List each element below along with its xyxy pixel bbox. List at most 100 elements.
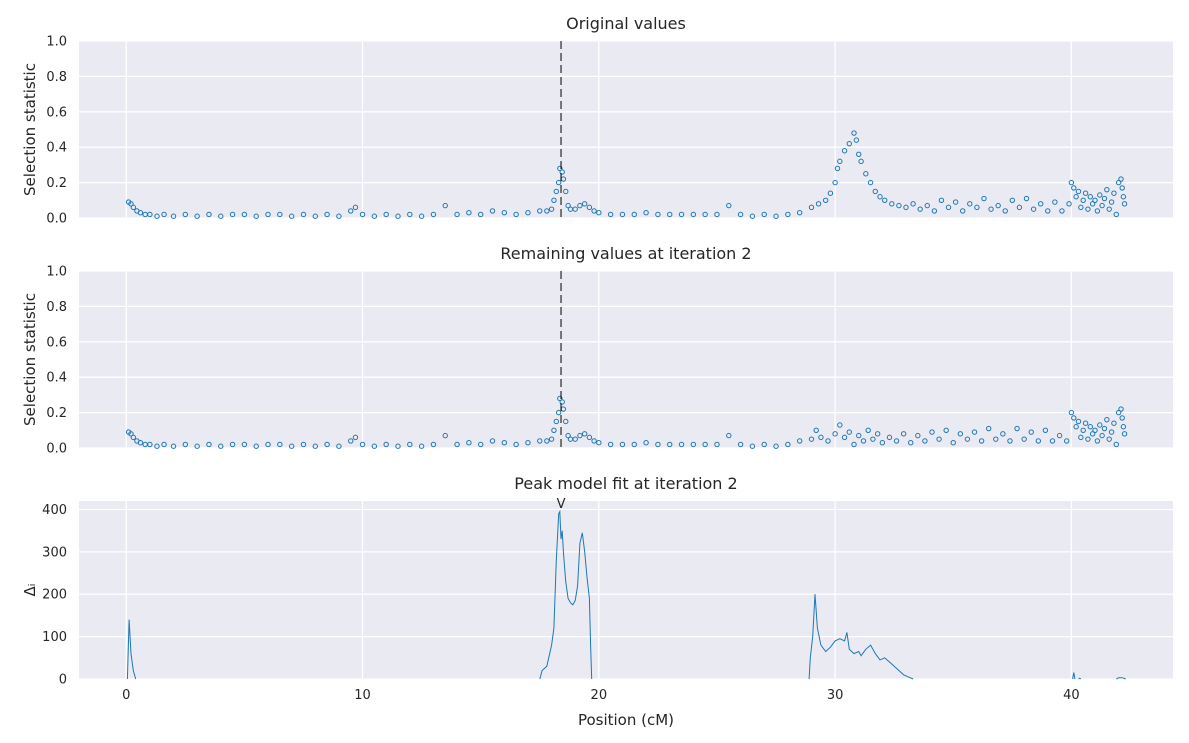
data-point <box>253 443 259 449</box>
data-point <box>1068 179 1075 186</box>
data-point <box>466 209 472 216</box>
fit-line <box>539 509 593 680</box>
data-point <box>229 441 236 448</box>
data-point <box>555 409 562 416</box>
y-tick-label: 1.0 <box>46 265 67 280</box>
data-point <box>130 204 137 211</box>
data-point <box>761 441 767 448</box>
data-point <box>147 441 153 448</box>
y-tick-label: 0.4 <box>46 371 67 386</box>
data-point <box>985 425 992 432</box>
y-tick-label: 0.8 <box>46 300 67 315</box>
data-point <box>137 209 144 216</box>
data-point <box>690 441 697 448</box>
data-point <box>1115 409 1122 416</box>
data-point <box>879 439 886 446</box>
data-point <box>537 438 543 444</box>
y-tick-label: 0.6 <box>46 335 67 350</box>
y-tick-label: 0.2 <box>46 406 67 421</box>
data-point <box>241 441 248 448</box>
data-point <box>870 436 876 442</box>
data-point <box>1085 206 1091 212</box>
data-point <box>851 130 857 136</box>
data-point <box>643 439 649 446</box>
data-point <box>893 438 900 444</box>
data-point <box>882 197 888 204</box>
data-point <box>749 443 756 449</box>
x-tick-label: 0 <box>122 688 130 703</box>
data-point <box>886 434 893 441</box>
data-point <box>352 204 359 211</box>
data-point <box>1007 438 1013 444</box>
data-point <box>501 439 508 446</box>
data-point <box>619 211 626 218</box>
gridlines <box>79 40 1173 219</box>
data-point <box>837 158 843 165</box>
data-point <box>596 439 602 446</box>
x-tick-label: 10 <box>354 688 371 703</box>
data-point <box>1021 436 1027 442</box>
data-point <box>253 213 259 219</box>
panel-original-values: 0.0 0.2 0.4 0.6 0.8 1.0 Original values Selec… <box>21 14 1173 227</box>
data-point <box>761 211 767 218</box>
data-point <box>265 441 271 448</box>
data-point <box>655 441 661 448</box>
data-point <box>853 137 860 143</box>
x-axis-label: Position (cM) <box>578 711 674 729</box>
data-point <box>1066 201 1072 207</box>
data-point <box>586 434 593 441</box>
data-point <box>1014 425 1020 432</box>
data-point <box>395 443 401 449</box>
data-point <box>170 443 177 449</box>
data-point <box>477 211 484 218</box>
data-point <box>1089 431 1096 437</box>
data-point <box>858 158 864 165</box>
data-point <box>1111 420 1117 426</box>
data-point <box>1118 176 1124 182</box>
data-point <box>1106 206 1112 212</box>
data-point <box>1108 199 1115 205</box>
data-point <box>856 432 862 439</box>
data-point <box>1106 436 1112 442</box>
data-point <box>995 202 1001 209</box>
data-point <box>726 202 732 209</box>
data-point <box>572 206 578 212</box>
data-point <box>1035 438 1042 444</box>
y-tick-label: 400 <box>42 503 67 518</box>
data-point <box>265 211 271 218</box>
data-point <box>872 188 878 195</box>
data-point <box>277 211 283 218</box>
data-point <box>324 441 330 448</box>
data-point <box>591 208 597 214</box>
data-point <box>1059 208 1065 214</box>
data-point <box>631 441 637 448</box>
fit-lines <box>126 509 1126 680</box>
panel-title: Peak model fit at iteration 2 <box>514 474 737 493</box>
data-point <box>1104 416 1110 423</box>
data-point <box>565 202 571 209</box>
data-point <box>161 441 167 448</box>
data-point <box>559 169 565 175</box>
data-point <box>938 197 945 204</box>
data-point <box>596 209 602 216</box>
data-point <box>922 438 928 444</box>
data-point <box>993 436 999 442</box>
data-point <box>154 443 160 449</box>
data-point <box>874 431 881 437</box>
data-point <box>714 211 720 218</box>
data-point <box>1052 199 1058 205</box>
data-point <box>796 438 803 444</box>
data-point <box>1120 194 1127 200</box>
data-point <box>229 211 236 218</box>
data-point <box>359 211 366 218</box>
data-point <box>206 211 212 218</box>
data-point <box>1078 204 1084 211</box>
data-point <box>170 213 177 219</box>
data-point <box>1087 424 1094 430</box>
data-point <box>825 438 831 444</box>
data-point <box>288 213 295 219</box>
x-tick-label: 20 <box>591 688 608 703</box>
data-point <box>643 209 649 216</box>
data-point <box>430 211 437 218</box>
gridlines <box>79 501 1173 680</box>
